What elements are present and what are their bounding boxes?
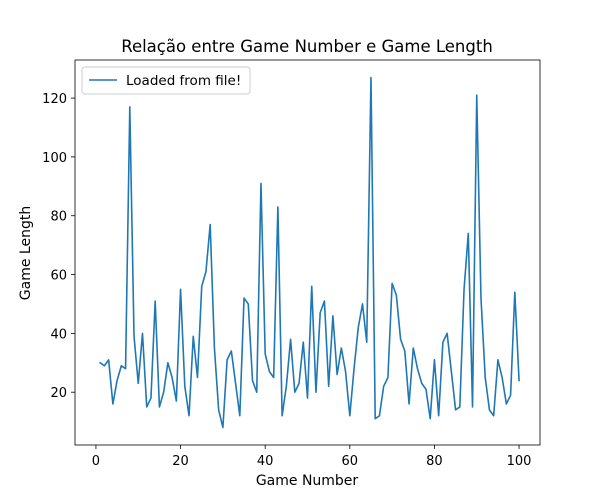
y-tick-label: 80: [50, 210, 67, 225]
y-axis-label: Game Length: [18, 206, 34, 300]
y-tick-label: 40: [50, 327, 67, 342]
x-axis-label: Game Number: [256, 473, 359, 489]
plot-area: 0 20 40 60 80 100 20 40 60 80 100 120: [42, 59, 541, 469]
x-tick-label: 40: [257, 454, 274, 469]
x-tick-label: 100: [507, 454, 532, 469]
x-tick-label: 80: [426, 454, 443, 469]
x-tick-label: 20: [172, 454, 189, 469]
x-tick-label: 0: [92, 454, 100, 469]
y-tick-label: 20: [50, 386, 67, 401]
legend-box: [81, 66, 251, 95]
axes-frame: [74, 59, 541, 446]
legend: Loaded from file!: [81, 66, 251, 95]
legend-label: Loaded from file!: [126, 73, 241, 89]
series-line-0: [99, 76, 520, 429]
y-tick-label: 120: [42, 92, 67, 107]
chart-title: Relação entre Game Number e Game Length: [121, 37, 493, 56]
x-tick-label: 60: [342, 454, 359, 469]
y-tick-label: 100: [42, 151, 67, 166]
y-tick-label: 60: [50, 269, 67, 284]
